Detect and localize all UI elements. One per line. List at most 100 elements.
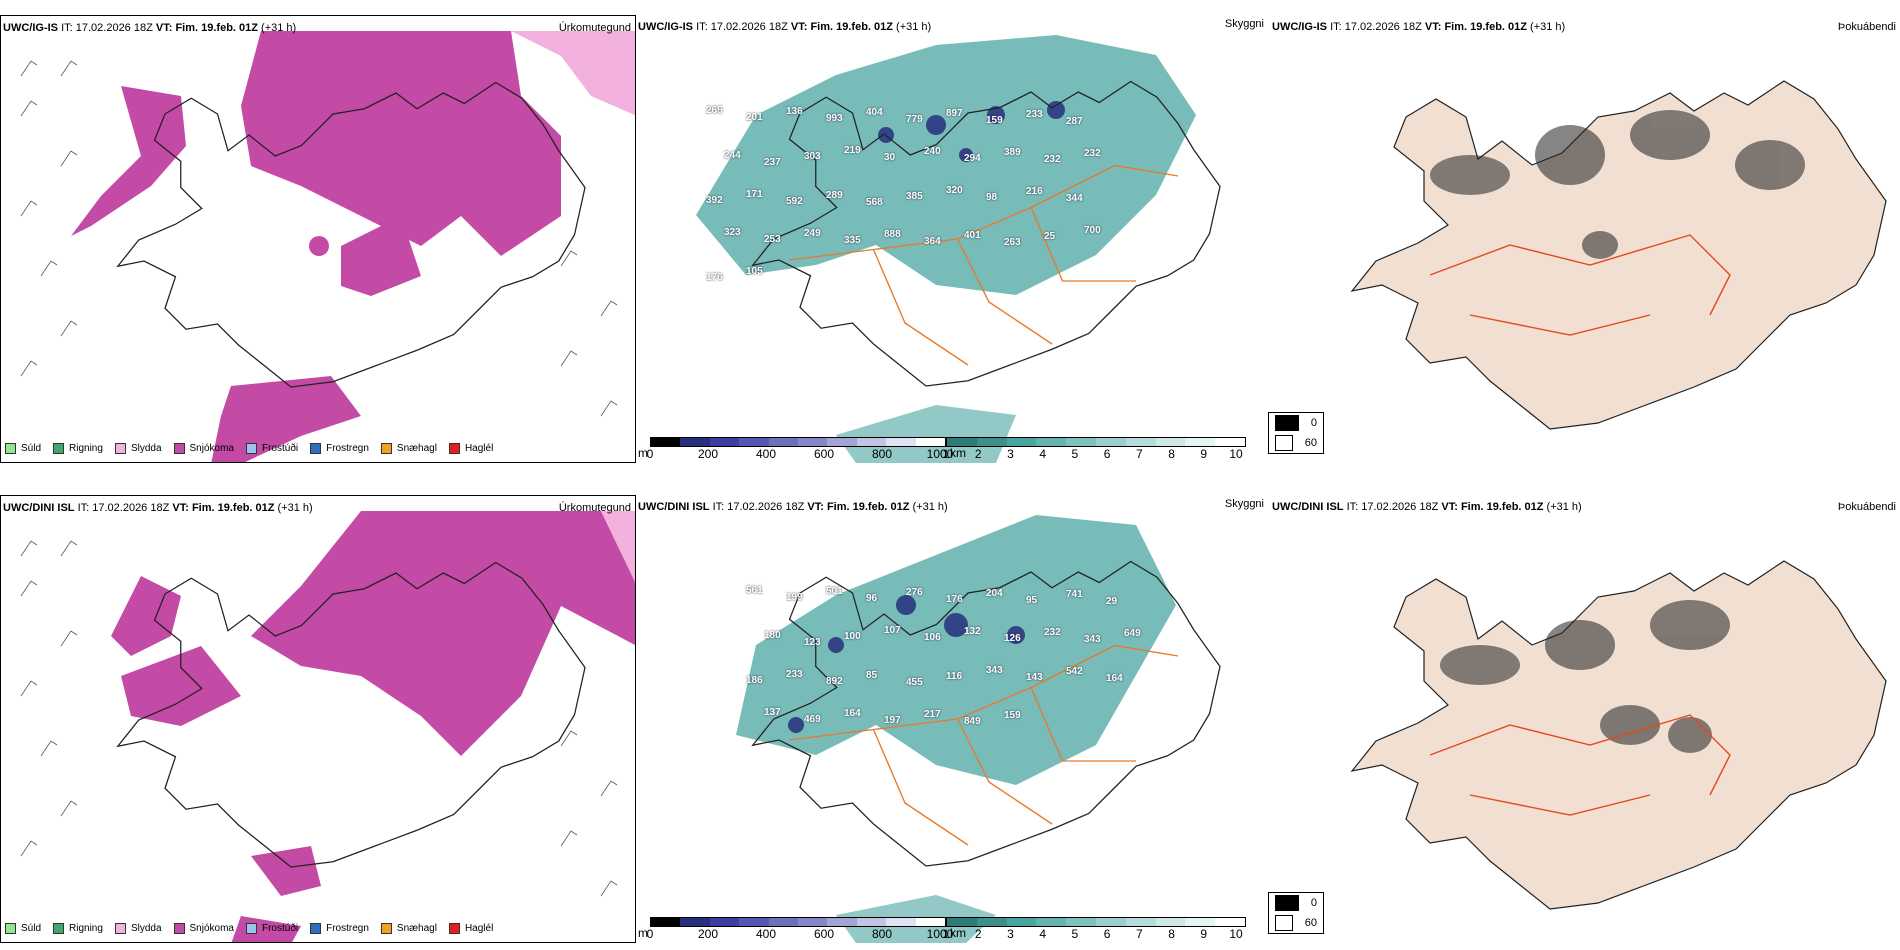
cloud-base-label: 404 [866, 107, 883, 118]
legend-item: Súld [5, 443, 41, 454]
panel-title: UWC/IG-IS IT: 17.02.2026 18Z VT: Fim. 19… [638, 21, 932, 33]
cloud-base-label: 143 [1026, 672, 1043, 683]
sleet-area [511, 31, 635, 116]
cloud-base-label: 106 [924, 632, 941, 643]
visibility-unit: km [950, 446, 966, 460]
cloud-base-label: 244 [724, 150, 741, 161]
cloud-base-label: 320 [946, 185, 963, 196]
visibility-scale: 1 2 3 4 5 6 7 8 9 10 [942, 437, 1246, 461]
cloud-base-label: 344 [1066, 193, 1083, 204]
fog-panel-1: UWC/IG-IS IT: 17.02.2026 18Z VT: Fim. 19… [1270, 15, 1900, 463]
fog-legend: 0 60 [1268, 412, 1324, 454]
cloud-base-label: 849 [964, 716, 981, 727]
scale-tick: 1000 [926, 927, 954, 941]
wind-barbs [20, 540, 618, 897]
snow-areas [71, 31, 561, 462]
precip-panel-2: UWC/DINI ISL IT: 17.02.2026 18Z VT: Fim.… [0, 495, 636, 943]
cloud-base-label: 323 [724, 227, 741, 238]
panel-name: Skyggni [1224, 498, 1264, 510]
scale-tick: 1000 [926, 447, 954, 461]
cloud-base-label: 219 [844, 145, 861, 156]
visibility-unit: km [950, 926, 966, 940]
legend-item: Rigning [53, 923, 103, 934]
legend-item: Snæhagl [380, 923, 437, 934]
cloud-base-patches [788, 595, 1025, 733]
cloud-base-label: 343 [1084, 634, 1101, 645]
precip-map [20, 31, 635, 462]
scale-tick: 4 [1039, 447, 1046, 461]
fog-shading [1430, 110, 1805, 259]
cloud-base-label: 455 [906, 677, 923, 688]
cloud-base-label: 136 [786, 106, 803, 117]
scale-tick: 400 [755, 927, 777, 941]
panel-name: Þokuábendi [1837, 21, 1896, 33]
cloud-base-label: 176 [946, 594, 963, 605]
cloud-base-label: 700 [1084, 225, 1101, 236]
snow-areas [111, 511, 635, 942]
visibility-area [836, 405, 1016, 463]
scale-tick: 1 [942, 447, 950, 461]
cloud-base-label: 232 [1044, 627, 1061, 638]
cloud-base-label: 779 [906, 114, 923, 125]
cloud-base-label: 171 [746, 189, 763, 200]
cloud-base-label: 233 [1026, 109, 1043, 120]
panel-title: UWC/IG-IS IT: 17.02.2026 18Z VT: Fim. 19… [3, 22, 297, 34]
cloud-base-label: 249 [804, 228, 821, 239]
cloud-base-label: 186 [746, 675, 763, 686]
panel-name: Úrkomutegund [558, 22, 631, 34]
cloud-base-label: 159 [1004, 710, 1021, 721]
scale-tick: 600 [813, 447, 835, 461]
cloud-base-label: 364 [924, 236, 941, 247]
cloud-base-label: 164 [844, 708, 861, 719]
cloud-base-patches [878, 101, 1065, 162]
cloud-base-label: 649 [1124, 628, 1141, 639]
cloud-base-label: 265 [706, 105, 723, 116]
scale-tick: 5 [1071, 927, 1079, 941]
panel-name: Úrkomutegund [558, 502, 631, 514]
height-scale: 0 200 400 600 800 1000 [647, 437, 953, 461]
ceiling-panel-2: UWC/DINI ISL IT: 17.02.2026 18Z VT: Fim.… [636, 495, 1268, 943]
scale-tick: 600 [813, 927, 835, 941]
cloud-base-label: 232 [1044, 154, 1061, 165]
cloud-base-label: 85 [866, 670, 878, 681]
scale-tick: 9 [1200, 927, 1208, 941]
scale-tick: 800 [871, 447, 893, 461]
fog-legend: 0 60 [1268, 892, 1324, 934]
cloud-base-label: 276 [906, 587, 923, 598]
legend-item: Snjókoma [173, 923, 234, 934]
cloud-base-label: 233 [786, 669, 803, 680]
fog-map [1351, 80, 1887, 430]
scale-tick: 8 [1168, 927, 1175, 941]
panel-title: UWC/IG-IS IT: 17.02.2026 18Z VT: Fim. 19… [1272, 21, 1566, 33]
legend-item: Haglél [448, 923, 493, 934]
road-network [789, 164, 1179, 366]
cloud-base-label: 289 [826, 190, 843, 201]
scale-tick: 7 [1135, 927, 1143, 941]
cloud-base-label: 126 [1004, 633, 1021, 644]
cloud-base-label: 30 [884, 152, 896, 163]
legend-item: Frostúði [245, 443, 298, 454]
panel-title: UWC/DINI ISL IT: 17.02.2026 18Z VT: Fim.… [3, 502, 313, 514]
cloud-base-label: 216 [1026, 186, 1043, 197]
scale-tick: 3 [1007, 927, 1014, 941]
cloud-base-label: 217 [924, 709, 941, 720]
legend-item: Frostúði [245, 923, 298, 934]
road-network [1429, 714, 1731, 816]
scale-tick: 10 [1229, 447, 1243, 461]
legend-item: Snæhagl [380, 443, 437, 454]
cloud-base-label: 100 [844, 631, 861, 642]
cloud-base-label: 164 [1106, 673, 1123, 684]
cloud-base-label: 392 [706, 195, 723, 206]
cloud-base-label: 335 [844, 235, 861, 246]
cloud-base-label: 287 [1066, 116, 1083, 127]
visibility-scale: 1 2 3 4 5 6 7 8 9 10 [943, 917, 1246, 941]
cloud-base-label: 294 [964, 153, 981, 164]
cloud-base-label: 204 [986, 588, 1003, 599]
scale-tick: 2 [974, 447, 982, 461]
iceland-land [1351, 80, 1887, 430]
precip-panel-1: UWC/IG-IS IT: 17.02.2026 18Z VT: Fim. 19… [0, 15, 636, 463]
cloud-base-label: 232 [1084, 148, 1101, 159]
legend-item: Frostregn [310, 923, 369, 934]
legend-item: Slydda [114, 443, 162, 454]
cloud-base-label: 95 [1026, 595, 1038, 606]
